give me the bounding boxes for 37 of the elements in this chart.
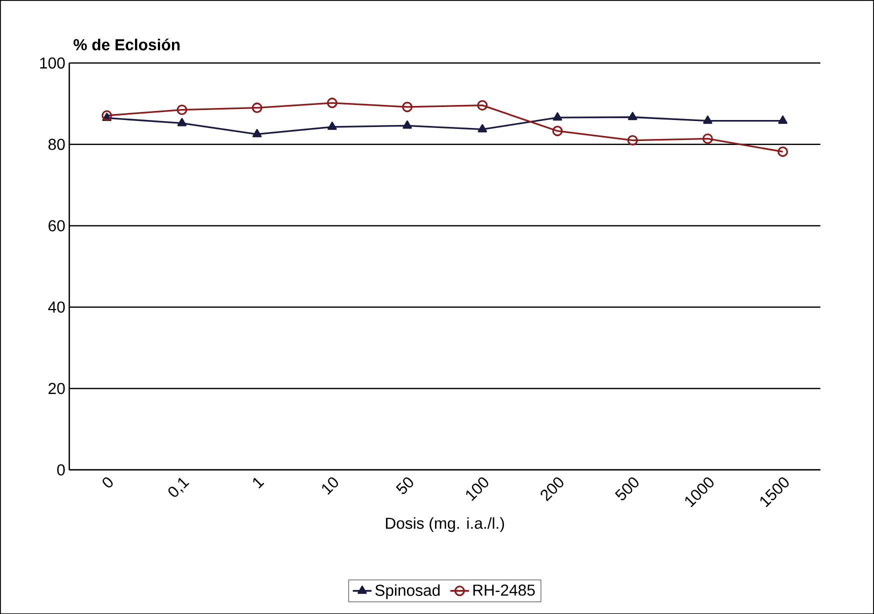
point — [703, 115, 712, 124]
point — [177, 118, 187, 126]
point — [702, 133, 713, 144]
x-tick-label: 0,1 — [168, 478, 190, 497]
y-tick-label: 20 — [48, 382, 65, 394]
point — [402, 102, 412, 112]
point — [477, 100, 488, 110]
y-axis-title: % de Eclosión — [74, 38, 180, 50]
point — [552, 112, 562, 120]
y-tick-label: 60 — [48, 220, 65, 232]
x-tick-label: 50 — [396, 477, 414, 494]
point — [252, 102, 262, 113]
x-tick-label: 100 — [466, 477, 488, 501]
legend-label: Spinosad — [375, 584, 440, 599]
x-axis-title: Dosis (mg. i.a./l.) — [386, 517, 504, 532]
x-tick-label: 500 — [614, 477, 638, 500]
point — [326, 98, 338, 108]
y-tick-label: 100 — [40, 57, 65, 69]
y-tick-label: 40 — [48, 301, 65, 313]
point — [627, 134, 638, 146]
point — [328, 122, 337, 130]
x-tick-label: 0 — [102, 477, 113, 488]
point — [402, 120, 412, 129]
point — [176, 104, 188, 115]
legend-label: RH-2485 — [473, 584, 535, 596]
point — [478, 124, 488, 132]
y-tick-label: 80 — [48, 138, 65, 150]
point — [778, 146, 788, 157]
x-tick-label: 10 — [322, 477, 338, 495]
point — [628, 112, 638, 120]
y-tick-label: 0 — [57, 464, 65, 476]
x-tick-label: 1 — [253, 478, 264, 488]
point — [102, 110, 112, 121]
point — [552, 126, 563, 136]
point — [252, 128, 262, 138]
point — [778, 115, 788, 124]
x-tick-label: 200 — [540, 477, 564, 502]
